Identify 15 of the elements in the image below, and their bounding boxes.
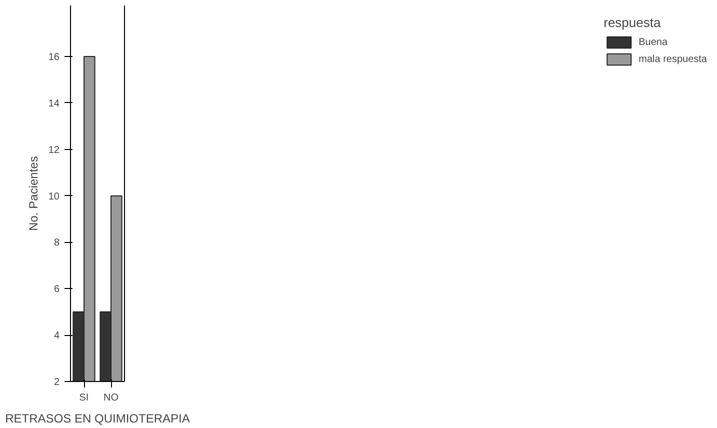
y-tick-label: 4	[54, 330, 60, 342]
legend-label: Buena	[638, 36, 668, 48]
y-tick-label: 16	[48, 52, 60, 64]
y-axis-title: No. Pacientes	[26, 156, 40, 231]
legend-title: respuesta	[604, 15, 662, 30]
legend-label: mala respuesta	[638, 54, 707, 64]
y-tick-label: 14	[48, 98, 60, 110]
y-tick-label: 6	[54, 284, 60, 296]
y-tick-label: 2	[54, 377, 60, 388]
y-tick-label: 12	[48, 144, 60, 156]
y-tick-label: 8	[54, 238, 60, 249]
x-tick-label: NO	[104, 392, 119, 404]
y-tick-label: 10	[48, 191, 60, 202]
x-tick-label: SI	[79, 392, 89, 404]
x-axis-title: RETRASOS EN QUIMIOTERAPIA	[5, 412, 190, 426]
